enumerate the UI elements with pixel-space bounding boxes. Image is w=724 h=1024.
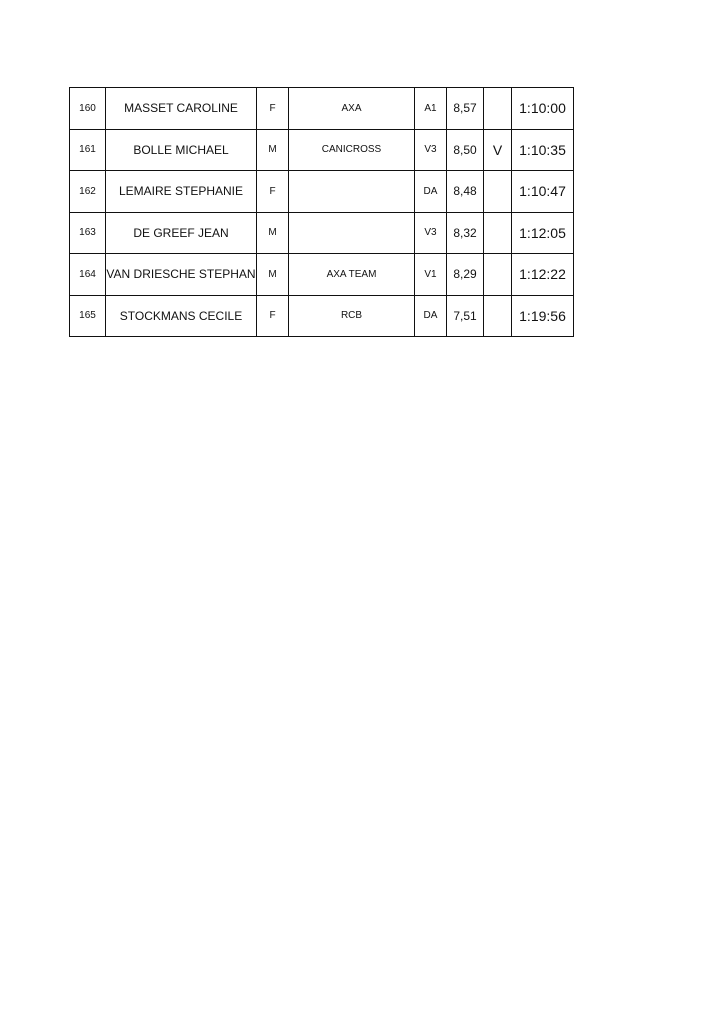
cell-bib: 160	[69, 87, 106, 130]
cell-speed: 8,29	[446, 253, 484, 296]
table-row: 161 BOLLE MICHAEL M CANICROSS V3 8,50 V 1:10:35	[69, 128, 574, 171]
cell-mark	[483, 294, 512, 337]
cell-name: DE GREEF JEAN	[105, 211, 257, 254]
table-row: 160 MASSET CAROLINE F AXA A1 8,57 1:10:00	[69, 87, 574, 130]
cell-sex: F	[256, 294, 289, 337]
cell-name: MASSET CAROLINE	[105, 87, 257, 130]
cell-category: DA	[414, 170, 447, 213]
cell-name: BOLLE MICHAEL	[105, 128, 257, 171]
cell-mark	[483, 170, 512, 213]
cell-time: 1:12:05	[511, 211, 574, 254]
cell-sex: F	[256, 87, 289, 130]
cell-bib: 163	[69, 211, 106, 254]
table-row: 165 STOCKMANS CECILE F RCB DA 7,51 1:19:56	[69, 294, 574, 337]
table-row: 164 VAN DRIESCHE STEPHAN M AXA TEAM V1 8,29 1:…	[69, 253, 574, 296]
cell-mark	[483, 87, 512, 130]
cell-club: CANICROSS	[288, 128, 415, 171]
cell-category: V3	[414, 128, 447, 171]
cell-time: 1:19:56	[511, 294, 574, 337]
cell-name: STOCKMANS CECILE	[105, 294, 257, 337]
cell-bib: 164	[69, 253, 106, 296]
cell-speed: 7,51	[446, 294, 484, 337]
cell-category: V3	[414, 211, 447, 254]
cell-name: LEMAIRE STEPHANIE	[105, 170, 257, 213]
cell-club: AXA	[288, 87, 415, 130]
table-row: 162 LEMAIRE STEPHANIE F DA 8,48 1:10:47	[69, 170, 574, 213]
cell-name: VAN DRIESCHE STEPHAN	[105, 253, 257, 296]
cell-mark	[483, 253, 512, 296]
cell-category: V1	[414, 253, 447, 296]
results-table: 160 MASSET CAROLINE F AXA A1 8,57 1:10:00 161 BO…	[69, 87, 574, 337]
cell-category: A1	[414, 87, 447, 130]
cell-time: 1:10:00	[511, 87, 574, 130]
cell-time: 1:10:47	[511, 170, 574, 213]
cell-club	[288, 170, 415, 213]
cell-bib: 161	[69, 128, 106, 171]
cell-sex: M	[256, 211, 289, 254]
cell-time: 1:12:22	[511, 253, 574, 296]
cell-club: AXA TEAM	[288, 253, 415, 296]
cell-sex: M	[256, 128, 289, 171]
cell-time: 1:10:35	[511, 128, 574, 171]
cell-mark: V	[483, 128, 512, 171]
cell-sex: M	[256, 253, 289, 296]
cell-speed: 8,32	[446, 211, 484, 254]
cell-speed: 8,57	[446, 87, 484, 130]
cell-speed: 8,48	[446, 170, 484, 213]
cell-category: DA	[414, 294, 447, 337]
cell-bib: 162	[69, 170, 106, 213]
cell-club	[288, 211, 415, 254]
cell-bib: 165	[69, 294, 106, 337]
cell-mark	[483, 211, 512, 254]
cell-speed: 8,50	[446, 128, 484, 171]
cell-club: RCB	[288, 294, 415, 337]
cell-sex: F	[256, 170, 289, 213]
table-row: 163 DE GREEF JEAN M V3 8,32 1:12:05	[69, 211, 574, 254]
